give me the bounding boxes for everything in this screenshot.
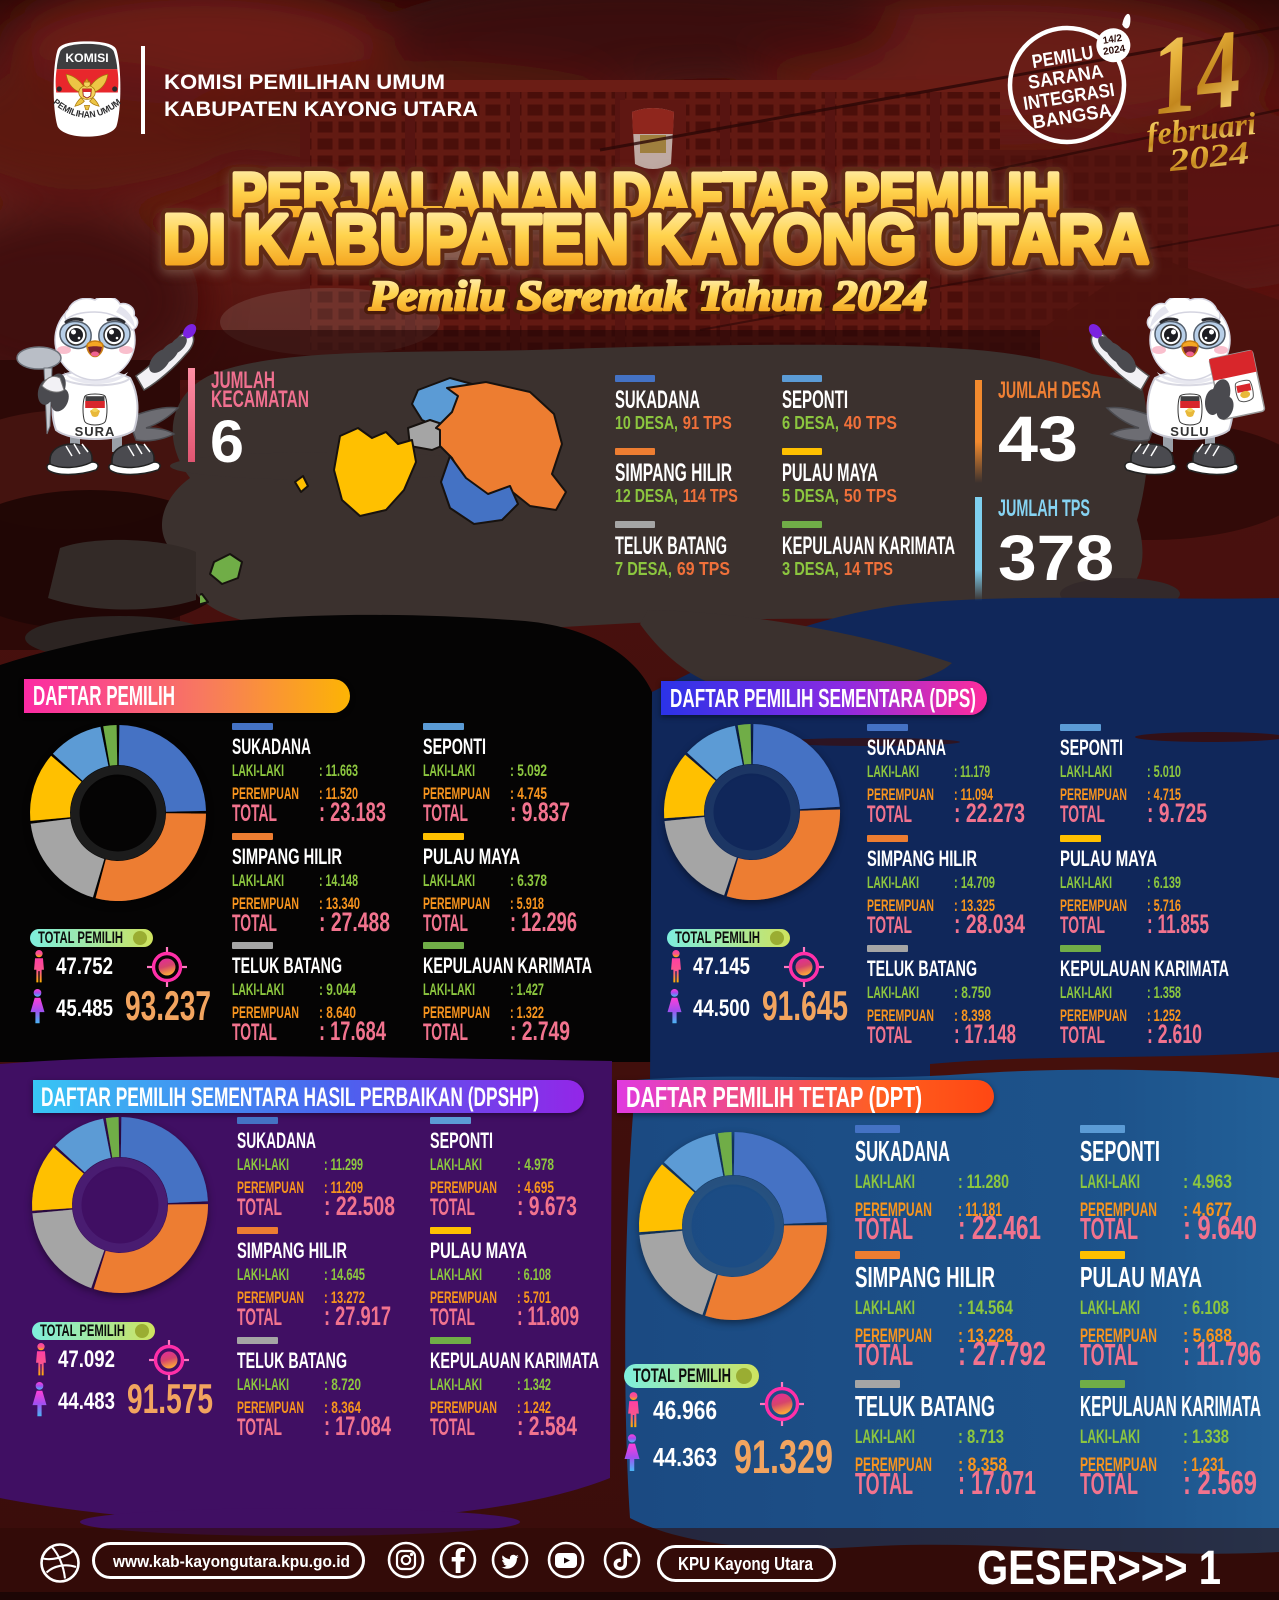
svg-text:14/2: 14/2	[1102, 33, 1123, 47]
svg-text:PERJALANAN DAFTAR PEMILIH: PERJALANAN DAFTAR PEMILIH	[231, 161, 1061, 228]
svg-text:DI KABUPATEN KAYONG UTARA: DI KABUPATEN KAYONG UTARA	[163, 200, 1149, 278]
svg-text:2024: 2024	[1102, 43, 1126, 57]
svg-text:Pemilu Serentak Tahun 2024: Pemilu Serentak Tahun 2024	[368, 274, 927, 320]
svg-text:KOMISI: KOMISI	[65, 51, 108, 65]
svg-text:2024: 2024	[1166, 134, 1251, 178]
svg-text:SURA: SURA	[75, 424, 116, 439]
svg-text:DI KABUPATEN KAYONG UTARA: DI KABUPATEN KAYONG UTARA	[163, 200, 1149, 278]
svg-text:Pemilu Serentak Tahun 2024: Pemilu Serentak Tahun 2024	[368, 274, 927, 320]
svg-text:PERJALANAN DAFTAR PEMILIH: PERJALANAN DAFTAR PEMILIH	[231, 161, 1061, 228]
svg-text:14: 14	[1146, 8, 1246, 139]
svg-text:SULU: SULU	[1170, 424, 1209, 439]
